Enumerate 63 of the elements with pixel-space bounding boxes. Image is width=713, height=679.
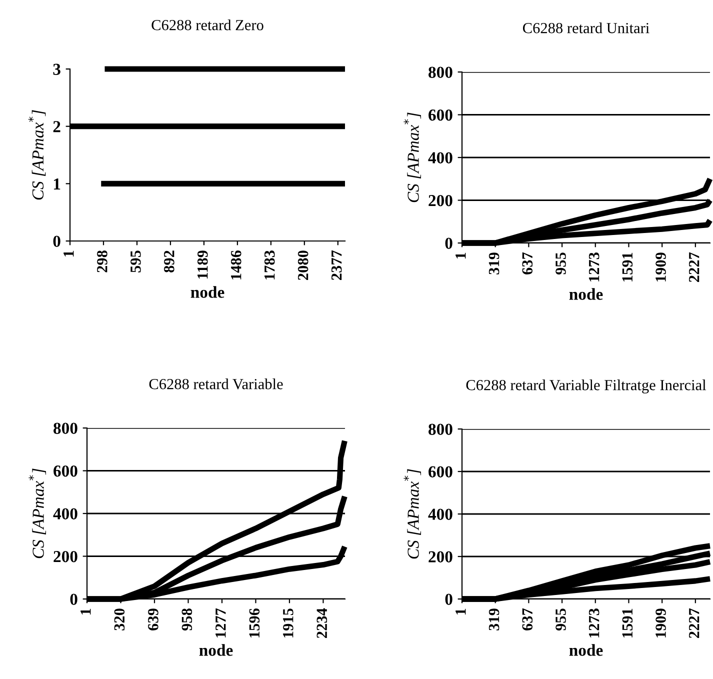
y-axis-title: CS [APmax$^{*}$] xyxy=(404,112,421,202)
y-tick-label: 600 xyxy=(54,465,78,477)
x-tick-label: 2227 xyxy=(688,252,700,282)
y-tick-label: 200 xyxy=(54,550,78,562)
x-tick-label: 1909 xyxy=(656,252,666,282)
y-tick-label: 600 xyxy=(428,109,452,121)
x-tick-label: 1 xyxy=(80,608,91,614)
x-tick-label: 1591 xyxy=(622,608,633,638)
x-tick-label: 1 xyxy=(456,608,466,614)
y-tick-label: 400 xyxy=(53,508,78,520)
y-tick-label: 200 xyxy=(428,551,452,562)
y-tick-label: 0 xyxy=(445,594,452,605)
y-axis-title: CS [APmax$^{*}$] xyxy=(28,110,46,200)
x-tick-label: 958 xyxy=(182,608,192,631)
y-axis-title: CS [APmax$^{*}$] xyxy=(404,469,421,559)
y-tick-label: 400 xyxy=(428,152,452,164)
x-axis-title: node xyxy=(190,286,224,298)
x-tick-label: 637 xyxy=(522,252,533,274)
y-tick-label: 800 xyxy=(54,422,78,434)
chart-title: C6288 retard Variable xyxy=(149,378,283,390)
y-tick-label: 0 xyxy=(70,594,78,605)
x-tick-label: 1909 xyxy=(656,608,666,638)
x-tick-label: 319 xyxy=(488,252,500,274)
y-tick-label: 800 xyxy=(428,424,452,435)
x-tick-label: 639 xyxy=(148,608,158,630)
x-tick-label: 1783 xyxy=(264,250,275,280)
x-tick-label: 2234 xyxy=(316,608,328,638)
y-tick-label: 200 xyxy=(428,194,452,206)
x-tick-label: 892 xyxy=(164,250,174,272)
y-tick-label: 400 xyxy=(428,508,452,520)
x-tick-label: 1 xyxy=(456,252,466,258)
x-tick-label: 1596 xyxy=(249,608,260,638)
x-tick-label: 1273 xyxy=(588,608,600,638)
x-tick-label: 1189 xyxy=(197,250,208,279)
chart-title: C6288 retard Zero xyxy=(152,20,264,30)
x-tick-label: 955 xyxy=(556,252,566,275)
x-tick-label: 2227 xyxy=(688,608,700,638)
x-tick-label: 595 xyxy=(130,250,141,272)
y-axis-title: CS [APmax$^{*}$] xyxy=(28,468,46,558)
chart-title: C6288 retard Variable Filtratge Inercial xyxy=(466,380,706,394)
x-axis-title: node xyxy=(569,644,603,656)
y-tick-label: 0 xyxy=(53,236,60,247)
x-tick-label: 2080 xyxy=(298,250,308,280)
y-tick-label: 600 xyxy=(428,466,452,478)
x-tick-label: 1591 xyxy=(622,252,633,282)
y-tick-label: 1 xyxy=(54,178,60,190)
x-tick-label: 2377 xyxy=(331,250,342,280)
x-tick-label: 1915 xyxy=(283,608,294,638)
x-tick-label: 637 xyxy=(522,608,533,630)
x-axis-title: node xyxy=(199,644,233,656)
x-tick-label: 1273 xyxy=(588,252,600,282)
x-axis-title: node xyxy=(569,288,603,300)
y-tick-label: 800 xyxy=(428,66,452,78)
y-tick-label: 2 xyxy=(53,121,60,132)
y-tick-label: 3 xyxy=(53,64,60,75)
x-tick-label: 298 xyxy=(97,250,108,272)
y-tick-label: 0 xyxy=(445,238,452,249)
x-tick-label: 320 xyxy=(114,608,125,630)
x-tick-label: 1486 xyxy=(230,250,242,280)
x-tick-label: 1277 xyxy=(216,608,226,638)
x-tick-label: 319 xyxy=(488,608,500,630)
x-tick-label: 955 xyxy=(556,608,566,631)
chart-title: C6288 retard Unitari xyxy=(522,22,650,34)
